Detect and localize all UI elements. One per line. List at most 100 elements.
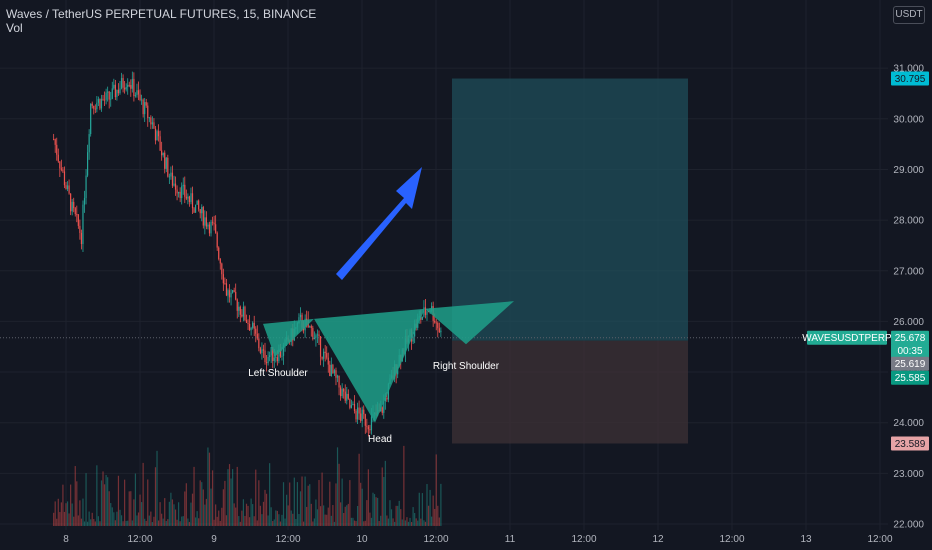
time-tick-label: 12:00 xyxy=(719,534,744,545)
candle-body xyxy=(306,318,308,321)
bullish-arrow-icon xyxy=(336,167,422,280)
symbol-name-tag-bg xyxy=(807,330,887,345)
volume-bar xyxy=(395,505,397,526)
candle-body xyxy=(332,364,334,374)
symbol-title[interactable]: Waves / TetherUS PERPETUAL FUTURES, 15, … xyxy=(6,7,317,21)
volume-bar xyxy=(321,472,323,526)
candle-body xyxy=(358,407,360,414)
volume-bar xyxy=(201,482,203,526)
candle-body xyxy=(386,397,388,400)
candle-body xyxy=(198,200,200,210)
candle-body xyxy=(370,416,373,431)
candle-body xyxy=(179,191,181,199)
price-tick-label: 24.000 xyxy=(893,418,924,429)
volume-bar xyxy=(406,517,408,526)
candle-body xyxy=(319,336,322,357)
volume-bar xyxy=(154,467,157,526)
volume-bar xyxy=(313,518,315,526)
volume-bar xyxy=(384,460,386,526)
candle-body xyxy=(435,322,437,324)
time-tick-label: 9 xyxy=(211,534,217,545)
volume-bar xyxy=(287,505,289,526)
currency-unit-button[interactable]: USDT xyxy=(893,6,925,24)
volume-bar xyxy=(302,521,305,526)
candle-body xyxy=(242,306,245,317)
volume-bar xyxy=(289,482,291,526)
candle-body xyxy=(124,87,126,90)
volume-bar xyxy=(360,482,362,526)
candle-body xyxy=(83,198,86,205)
volume-bar xyxy=(290,510,292,526)
volume-legend[interactable]: Vol xyxy=(6,21,23,35)
volume-bar xyxy=(414,513,416,526)
entry-price-tag: 25.619 xyxy=(895,359,926,370)
candle-body xyxy=(282,345,285,356)
candle-body xyxy=(341,388,343,397)
candle-body xyxy=(210,221,212,234)
time-tick-label: 13 xyxy=(800,534,812,545)
volume-bar xyxy=(401,519,403,526)
candle-body xyxy=(369,429,371,431)
volume-bar xyxy=(188,521,191,526)
volume-bar xyxy=(253,516,255,526)
chart-legend: Waves / TetherUS PERPETUAL FUTURES, 15, … xyxy=(6,7,316,35)
target-price-tag: 30.795 xyxy=(895,74,926,85)
head-and-shoulders-pattern xyxy=(263,301,514,423)
volume-bar xyxy=(420,518,422,526)
candlestick-series xyxy=(53,71,442,437)
volume-bar xyxy=(389,500,391,526)
volume-bar xyxy=(91,512,93,526)
candle-body xyxy=(174,183,177,190)
candle-body xyxy=(120,78,123,89)
volume-bar xyxy=(140,502,143,526)
candle-body xyxy=(239,306,241,315)
volume-bar xyxy=(202,489,204,526)
volume-bar xyxy=(353,520,356,526)
candle-body xyxy=(76,214,78,215)
target-price-tag-bg xyxy=(891,71,929,86)
candle-body xyxy=(343,388,345,392)
price-tick-label: 27.000 xyxy=(893,266,924,277)
candle-body xyxy=(329,364,331,377)
time-tick-label: 12:00 xyxy=(423,534,448,545)
volume-bar xyxy=(338,463,340,526)
candle-body xyxy=(364,414,366,426)
volume-bar xyxy=(215,504,217,526)
last-price-tag-bg xyxy=(891,330,929,345)
time-tick-label: 12:00 xyxy=(571,534,596,545)
volume-bar xyxy=(103,484,106,526)
candle-body xyxy=(434,320,436,323)
candle-body xyxy=(230,292,232,298)
candle-body xyxy=(204,217,206,226)
volume-bar xyxy=(315,499,317,526)
volume-bar xyxy=(80,518,83,526)
volume-bar xyxy=(76,481,78,526)
candle-body xyxy=(228,290,231,298)
volume-bar xyxy=(62,484,64,526)
volume-bar xyxy=(377,497,379,526)
candle-body xyxy=(350,405,353,408)
candle-body xyxy=(71,201,73,212)
volume-bar xyxy=(60,502,62,526)
volume-bar xyxy=(137,512,140,526)
candle-body xyxy=(353,403,356,411)
volume-bar xyxy=(284,518,286,526)
candle-body xyxy=(147,105,149,118)
candle-body xyxy=(279,349,282,357)
volume-bar xyxy=(299,491,302,526)
volume-bar xyxy=(252,504,254,526)
volume-bar xyxy=(134,473,137,526)
volume-bar xyxy=(133,499,135,526)
candle-body xyxy=(88,134,90,153)
volume-bar xyxy=(434,508,436,526)
candle-body xyxy=(193,208,195,213)
volume-bar xyxy=(258,480,260,526)
volume-bar xyxy=(56,518,58,526)
candle-body xyxy=(349,398,351,408)
volume-bar xyxy=(310,503,312,526)
candle-body xyxy=(113,84,115,89)
candle-body xyxy=(222,274,224,284)
candle-body xyxy=(96,102,98,110)
volume-bar xyxy=(261,514,263,526)
